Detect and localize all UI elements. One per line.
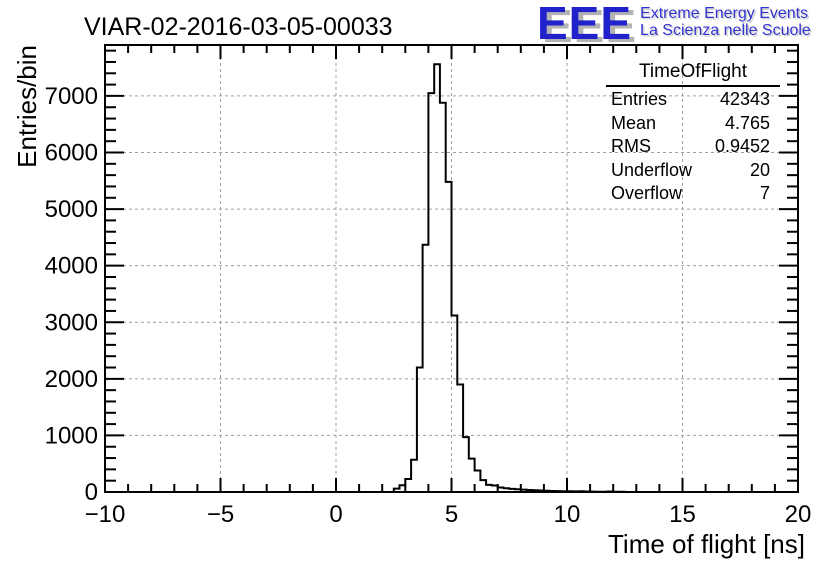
stats-value: 42343 xyxy=(719,89,770,109)
y-tick-label: 0 xyxy=(85,479,98,506)
eee-logo-taglines: Extreme Energy Events La Scienza nelle S… xyxy=(640,5,811,39)
x-tick-label: 10 xyxy=(554,501,581,528)
y-tick-label: 2000 xyxy=(45,366,98,393)
stats-row-mean: Mean 4.765 xyxy=(606,112,780,136)
y-tick-label: 3000 xyxy=(45,309,98,336)
y-tick-label: 7000 xyxy=(45,83,98,110)
stats-label: Mean xyxy=(611,112,657,133)
stats-value: 20 xyxy=(749,159,770,180)
stats-box: TimeOfFlight Entries 42343 Mean 4.765 RM… xyxy=(606,61,780,206)
x-tick-label: 15 xyxy=(669,501,696,528)
stats-row-rms: RMS 0.9452 xyxy=(606,135,780,159)
stats-value: 4.765 xyxy=(724,112,770,133)
stats-box-title: TimeOfFlight xyxy=(606,61,780,87)
stats-value: 7 xyxy=(759,183,770,203)
eee-logo: EEE Extreme Energy Events La Scienza nel… xyxy=(537,0,811,49)
x-tick-label: 0 xyxy=(329,501,342,528)
plot-title: VIAR-02-2016-03-05-00033 xyxy=(84,13,393,41)
eee-logo-text: EEE xyxy=(537,0,633,49)
x-tick-label: 20 xyxy=(785,501,812,528)
stats-label: RMS xyxy=(611,136,651,156)
x-axis-title: Time of flight [ns] xyxy=(608,529,805,559)
y-tick-label: 6000 xyxy=(45,140,98,167)
y-tick-label: 5000 xyxy=(45,196,98,223)
stats-value: 0.9452 xyxy=(714,136,770,156)
y-tick-label: 4000 xyxy=(45,253,98,280)
stats-row-overflow: Overflow 7 xyxy=(606,182,780,206)
logo-tagline-italian: La Scienza nelle Scuole xyxy=(640,22,811,39)
y-tick-label: 1000 xyxy=(45,422,98,449)
x-tick-label: 5 xyxy=(445,501,458,528)
y-axis-title: Entries/bin xyxy=(12,45,42,168)
stats-row-entries: Entries 42343 xyxy=(606,88,780,112)
x-tick-label: −10 xyxy=(85,501,126,528)
stats-label: Overflow xyxy=(611,183,683,203)
stats-label: Underflow xyxy=(611,159,693,180)
logo-tagline-english: Extreme Energy Events xyxy=(640,5,809,22)
x-tick-label: −5 xyxy=(207,501,234,528)
stats-row-underflow: Underflow 20 xyxy=(606,159,780,183)
stats-label: Entries xyxy=(611,89,668,109)
